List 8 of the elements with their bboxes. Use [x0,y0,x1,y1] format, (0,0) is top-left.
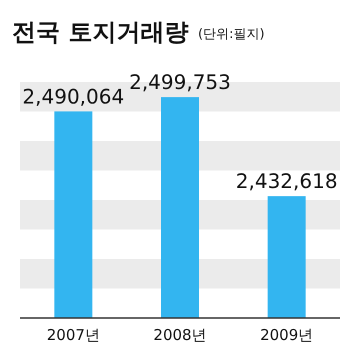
x-tick-label: 2007년 [46,326,100,344]
data-label: 2,490,064 [22,84,124,108]
x-tick-label: 2008년 [153,326,207,344]
data-label: 2,432,618 [236,169,338,194]
chart-subtitle: (단위:필지) [198,27,265,42]
x-tick-label: 2009년 [260,326,314,344]
chart-title: 전국 토지거래량 [12,18,188,46]
data-label: 2,499,753 [129,70,231,94]
